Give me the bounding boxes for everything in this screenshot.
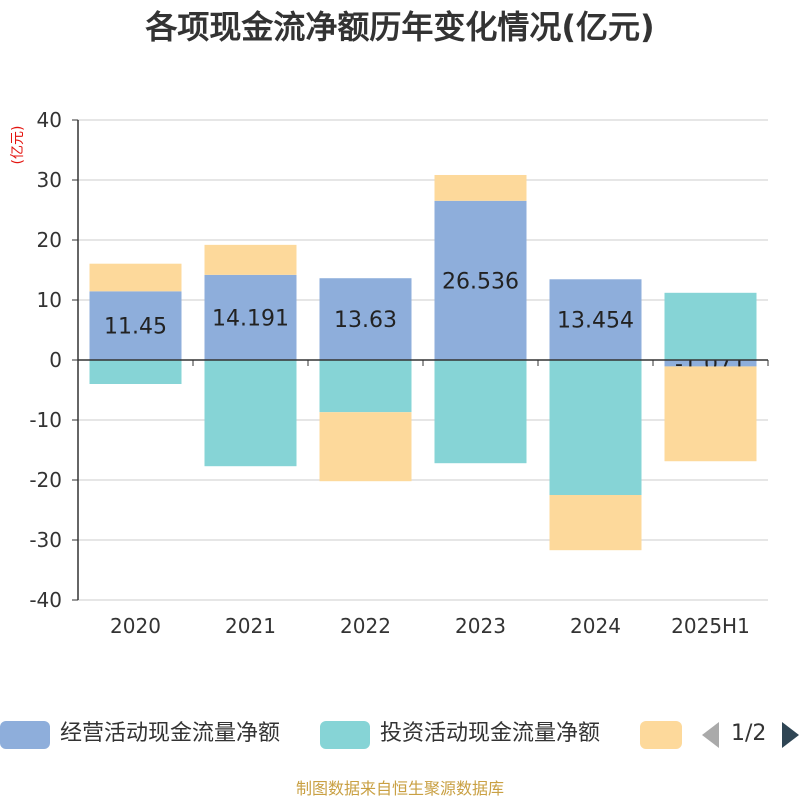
x-category-label: 2020	[110, 614, 161, 638]
legend-next-page-arrow-icon[interactable]	[782, 722, 799, 748]
bar-series-2-2021	[204, 360, 297, 467]
x-category-label: 2022	[340, 614, 391, 638]
bar-series-3-2022	[319, 412, 412, 482]
bar-series-3-2020	[89, 263, 182, 292]
x-category-label: 2024	[570, 614, 621, 638]
y-tick-label: -10	[29, 408, 62, 432]
legend-swatch-operating[interactable]	[0, 721, 50, 749]
legend-swatch-third-series[interactable]	[640, 721, 682, 749]
data-label: 26.536	[442, 269, 519, 294]
x-category-label: 2025H1	[671, 614, 750, 638]
bar-series-3-2025H1	[664, 366, 757, 462]
bar-series-1-2021	[204, 274, 297, 360]
bar-series-2-2022	[319, 360, 412, 413]
legend-page-indicator: 1/2	[731, 721, 767, 746]
stacked-bar-chart: 40 30 20 10 0 -10 -20 -30 -40 (亿元) 11.45 14.191 13.6…	[10, 108, 769, 638]
data-source-footer: 制图数据来自恒生聚源数据库	[295, 779, 504, 798]
y-tick-label: -30	[29, 528, 62, 552]
data-label: 14.191	[212, 306, 289, 331]
x-category-label: 2021	[225, 614, 276, 638]
y-axis-title: (亿元)	[10, 126, 26, 165]
bar-series-1-2023	[434, 200, 527, 360]
y-tick-label: 40	[37, 108, 62, 132]
y-tick-label: 30	[37, 168, 62, 192]
legend-swatch-investing[interactable]	[320, 721, 370, 749]
bar-series-3-2024	[549, 495, 642, 551]
bar-series-2-2025H1	[664, 292, 757, 360]
y-tick-label: -40	[29, 588, 62, 612]
bar-series-1-2020	[89, 291, 182, 360]
bar-series-2-2023	[434, 360, 527, 464]
x-category-label: 2023	[455, 614, 506, 638]
bar-series-1-2022	[319, 278, 412, 360]
data-label: 13.454	[557, 309, 634, 334]
bar-series-2-2024	[549, 360, 642, 495]
chart-title: 各项现金流净额历年变化情况(亿元)	[145, 8, 655, 46]
bar-series-1-2024	[549, 279, 642, 360]
bar-series-3-2021	[204, 244, 297, 275]
data-label: 13.63	[334, 308, 397, 333]
y-tick-label: 0	[49, 348, 62, 372]
bar-series-1-2025H1	[664, 360, 757, 367]
y-tick-label: -20	[29, 468, 62, 492]
y-tick-label: 20	[37, 228, 62, 252]
y-tick-label: 10	[37, 288, 62, 312]
legend-prev-page-arrow-icon[interactable]	[702, 722, 719, 748]
legend-label-investing[interactable]: 投资活动现金流量净额	[380, 721, 601, 746]
bar-series-3-2023	[434, 174, 527, 201]
legend-label-operating[interactable]: 经营活动现金流量净额	[60, 721, 281, 746]
bar-series-2-2020	[89, 360, 182, 384]
data-label: 11.45	[104, 315, 167, 340]
